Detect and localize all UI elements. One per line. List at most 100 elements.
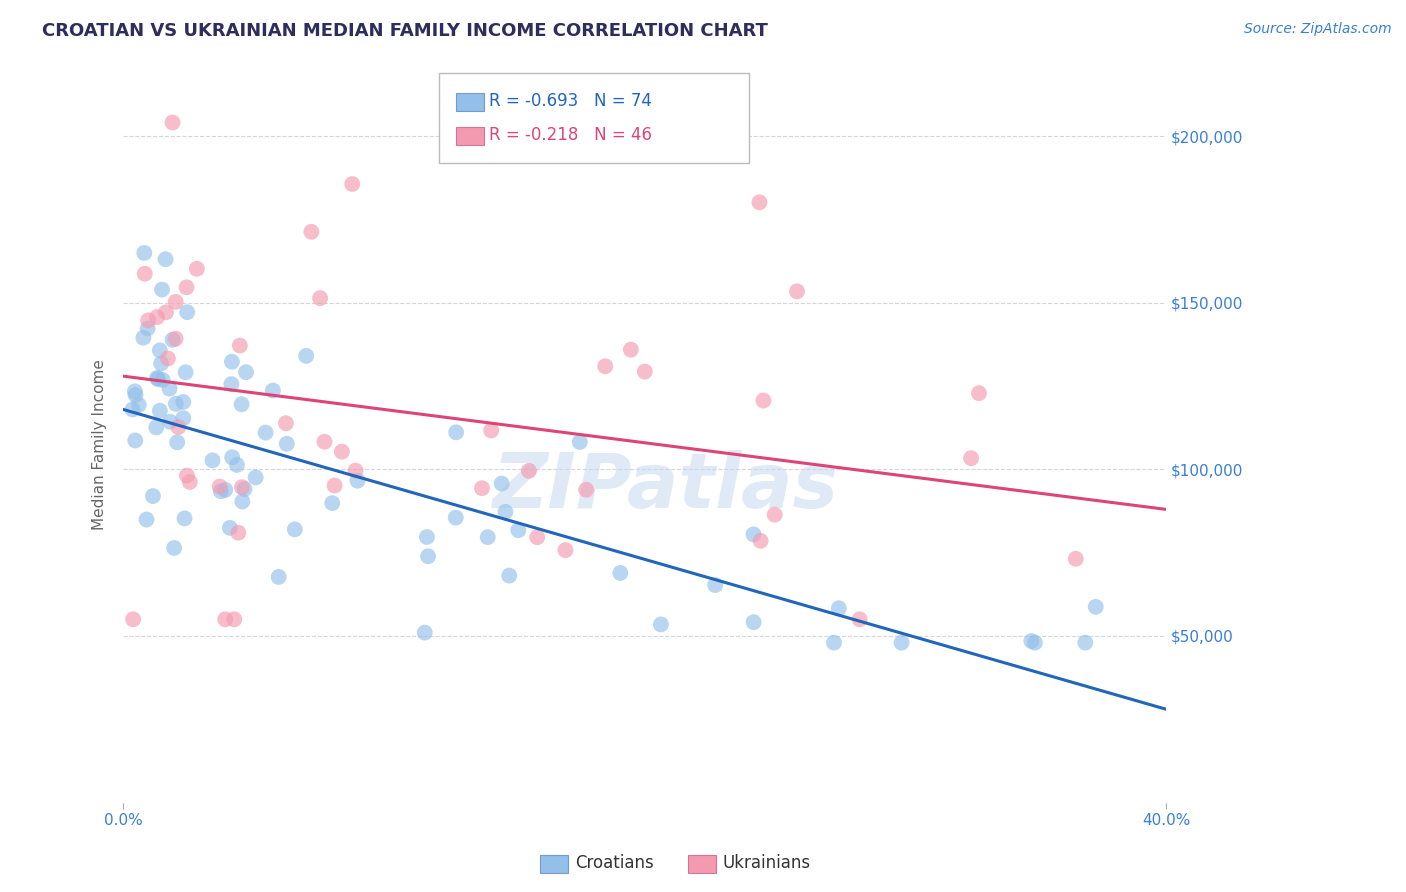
Point	[128, 398, 150, 412]
Point	[155, 305, 177, 319]
Point	[568, 434, 591, 449]
Point	[134, 246, 156, 260]
Point	[122, 612, 145, 626]
Point	[162, 333, 184, 347]
Point	[471, 481, 494, 495]
Point	[134, 267, 156, 281]
Point	[156, 351, 179, 366]
Point	[416, 530, 439, 544]
Point	[742, 615, 765, 629]
Point	[233, 482, 256, 496]
Point	[330, 444, 353, 458]
Point	[295, 349, 318, 363]
Point	[742, 527, 765, 541]
Point	[254, 425, 277, 440]
Text: CROATIAN VS UKRAINIAN MEDIAN FAMILY INCOME CORRELATION CHART: CROATIAN VS UKRAINIAN MEDIAN FAMILY INCO…	[42, 22, 768, 40]
Point	[121, 402, 143, 417]
Point	[172, 411, 194, 425]
Point	[479, 424, 502, 438]
Point	[146, 372, 169, 386]
Point	[214, 612, 236, 626]
Point	[208, 479, 231, 493]
Point	[1064, 551, 1087, 566]
Point	[494, 505, 516, 519]
Point	[704, 578, 727, 592]
Point	[224, 612, 246, 626]
Point	[146, 310, 169, 324]
Point	[309, 291, 332, 305]
Point	[299, 225, 322, 239]
Point	[229, 338, 252, 352]
Point	[575, 483, 598, 497]
Y-axis label: Median Family Income: Median Family Income	[93, 359, 107, 530]
Point	[967, 386, 990, 401]
Point	[176, 280, 198, 294]
Point	[165, 332, 187, 346]
Point	[135, 512, 157, 526]
Point	[823, 635, 845, 649]
Point	[173, 511, 195, 525]
Point	[267, 570, 290, 584]
Text: Ukrainians: Ukrainians	[723, 854, 811, 871]
Point	[176, 305, 198, 319]
Point	[1084, 599, 1107, 614]
Point	[221, 355, 243, 369]
Point	[186, 261, 208, 276]
Point	[786, 285, 808, 299]
Point	[444, 425, 467, 440]
Point	[165, 294, 187, 309]
Point	[960, 451, 983, 466]
Point	[609, 566, 631, 580]
Point	[1024, 635, 1046, 649]
Point	[274, 416, 297, 430]
Point	[132, 331, 155, 345]
Point	[159, 415, 181, 429]
Point	[174, 365, 197, 379]
Point	[245, 470, 267, 484]
Point	[136, 313, 159, 327]
Point	[262, 384, 284, 398]
Point	[167, 420, 190, 434]
Point	[221, 450, 243, 465]
Point	[221, 377, 243, 392]
Point	[124, 384, 146, 399]
Text: Croatians: Croatians	[575, 854, 654, 871]
Point	[124, 434, 146, 448]
Point	[508, 523, 530, 537]
Text: R = -0.693   N = 74: R = -0.693 N = 74	[489, 92, 652, 110]
Point	[1074, 635, 1097, 649]
Point	[593, 359, 616, 374]
Point	[491, 476, 513, 491]
Point	[166, 435, 188, 450]
Point	[228, 525, 250, 540]
Point	[749, 533, 772, 548]
Point	[150, 357, 173, 371]
Point	[214, 483, 236, 497]
Point	[342, 177, 364, 191]
Point	[165, 397, 187, 411]
Point	[752, 393, 775, 408]
Point	[413, 625, 436, 640]
Point	[146, 371, 169, 385]
Point	[162, 115, 184, 129]
Point	[150, 283, 173, 297]
Point	[284, 522, 307, 536]
Point	[155, 252, 177, 267]
Point	[172, 395, 194, 409]
Point	[346, 474, 368, 488]
Point	[176, 468, 198, 483]
Text: ZIPatlas: ZIPatlas	[492, 450, 838, 524]
Point	[477, 530, 499, 544]
Point	[145, 420, 167, 434]
Point	[314, 434, 336, 449]
Point	[321, 496, 343, 510]
Point	[444, 510, 467, 524]
Point	[323, 478, 346, 492]
Point	[828, 601, 851, 615]
Point	[235, 365, 257, 379]
Point	[149, 343, 172, 358]
Point	[416, 549, 439, 564]
Point	[136, 321, 159, 335]
Point	[517, 464, 540, 478]
Point	[498, 568, 520, 582]
